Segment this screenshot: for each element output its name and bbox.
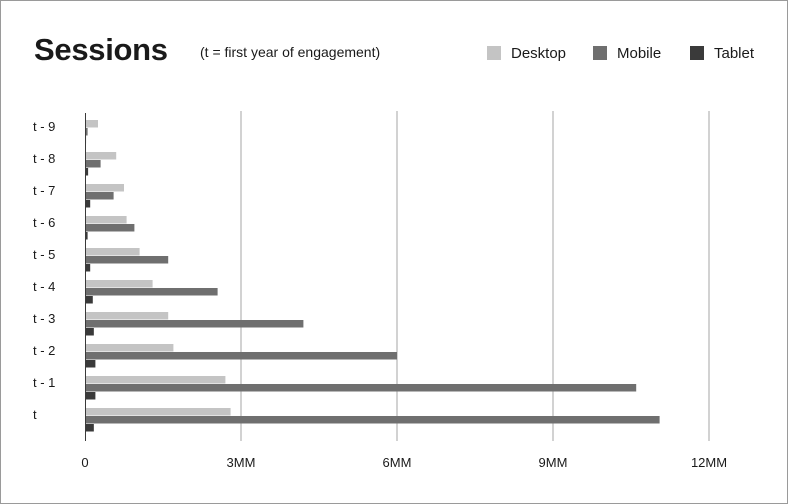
x-tick-label-9mm: 9MM [539,455,568,470]
bar-mobile-t-4 [86,288,218,296]
bar-tablet-t-5 [86,264,91,272]
y-tick-label-t-7: t - 7 [33,183,55,198]
y-tick-label-t-8: t - 8 [33,151,55,166]
legend-swatch-desktop [487,46,501,60]
x-tick-label-3mm: 3MM [227,455,256,470]
y-tick-label-t-6: t - 6 [33,215,55,230]
x-tick-label-6mm: 6MM [383,455,412,470]
bar-tablet-t-0 [86,424,94,432]
bar-mobile-t-9 [86,128,88,136]
bar-mobile-t-8 [86,160,101,168]
bar-desktop-t-3 [86,312,169,320]
legend-item-mobile: Mobile [593,45,661,61]
y-tick-label-t-4: t - 4 [33,279,55,294]
bar-desktop-t-0 [86,408,231,416]
legend-swatch-tablet [690,46,704,60]
bar-tablet-t-2 [86,360,96,368]
chart-title: Sessions [34,32,168,67]
bar-tablet-t-1 [86,392,96,400]
x-tick-label-0: 0 [81,455,88,470]
bar-mobile-t-6 [86,224,135,232]
bar-tablet-t-6 [86,232,88,240]
bar-mobile-t-3 [86,320,304,328]
y-tick-label-t-0: t [33,407,37,422]
y-tick-label-t-5: t - 5 [33,247,55,262]
legend-label-mobile: Mobile [617,44,662,62]
bar-mobile-t-7 [86,192,114,200]
bar-desktop-t-7 [86,184,124,192]
legend-item-desktop: Desktop [487,45,566,61]
bar-desktop-t-6 [86,216,127,224]
bar-mobile-t-0 [86,416,660,424]
bar-desktop-t-5 [86,248,140,256]
y-tick-label-t-2: t - 2 [33,343,55,358]
bar-desktop-t-8 [86,152,117,160]
bar-desktop-t-4 [86,280,153,288]
legend-swatch-mobile [593,46,607,60]
y-tick-label-t-1: t - 1 [33,375,55,390]
bar-mobile-t-2 [86,352,397,360]
bar-desktop-t-2 [86,344,174,352]
x-tick-label-12mm: 12MM [691,455,727,470]
legend-item-tablet: Tablet [690,45,754,61]
bar-desktop-t-1 [86,376,226,384]
legend-label-tablet: Tablet [714,44,755,62]
y-tick-label-t-9: t - 9 [33,119,55,134]
bar-tablet-t-7 [86,200,91,208]
bar-desktop-t-9 [86,120,98,128]
bar-mobile-t-1 [86,384,637,392]
bar-mobile-t-5 [86,256,169,264]
bar-tablet-t-4 [86,296,93,304]
y-tick-label-t-3: t - 3 [33,311,55,326]
chart-subtitle: (t = first year of engagement) [200,44,381,60]
bar-tablet-t-3 [86,328,94,336]
bar-tablet-t-8 [86,168,89,176]
legend-label-desktop: Desktop [511,44,567,62]
